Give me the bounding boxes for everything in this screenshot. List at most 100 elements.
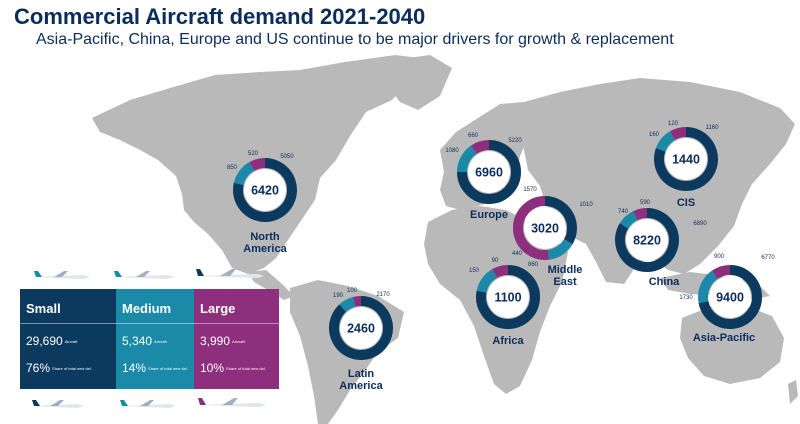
legend-small-unit: Aircraft (64, 339, 78, 345)
medium-aircraft-icon-bottom (120, 400, 176, 408)
donut-segment-large (352, 296, 362, 307)
donut-segment-small (476, 265, 540, 329)
donut-segment-small (329, 296, 393, 360)
donut-segment-small (457, 140, 521, 204)
donut-segment-small (654, 127, 718, 191)
legend-large-count: 3,990 Aircraft (200, 334, 245, 348)
region-name-label: Africa (492, 335, 524, 347)
donut-center (665, 138, 707, 180)
donut-segment-value-small: 5220 (508, 138, 522, 144)
donut-segment-value-large: 120 (668, 121, 679, 127)
donut-segment-value-medium: 1080 (445, 148, 459, 154)
donut-segment-value-medium: 190 (333, 293, 344, 299)
donut-segment-small (544, 196, 577, 245)
region-name-label: CIS (677, 197, 695, 209)
legend-small-share: 76% Share of total new del. (26, 361, 92, 375)
donut-segment-medium (476, 269, 498, 293)
donut-segment-medium (457, 145, 477, 173)
small-aircraft-icon-bottom (32, 400, 84, 408)
chart-title: Commercial Aircraft demand 2021-2040 (14, 4, 426, 29)
donut-segment-medium (339, 297, 356, 312)
donut-china: 8220 6890 740 590 China (615, 200, 707, 288)
donut-segment-medium (619, 211, 638, 229)
large-aircraft-icon (196, 269, 264, 278)
donut-segment-medium (233, 162, 255, 186)
donut-segment-large (249, 157, 266, 171)
donut-segment-medium (655, 131, 676, 152)
donut-segment-value-small: 2170 (376, 292, 390, 298)
donut-segment-value-small: 1160 (706, 125, 720, 131)
legend-large-share: 10% Share of total new del. (200, 361, 266, 375)
donut-segment-value-large: 660 (468, 133, 479, 139)
donut-segment-value-small: 6890 (693, 221, 707, 227)
donut-center (244, 169, 286, 211)
asia-landmass (524, 78, 795, 284)
donut-segment-value-large: 900 (714, 254, 725, 260)
donut-segment-value-small: 5050 (280, 154, 294, 160)
legend-divider (116, 323, 194, 324)
region-name-label: Europe (470, 209, 508, 221)
donut-total-label: 2460 (347, 322, 375, 336)
donut-segment-large (711, 265, 731, 280)
donut-cis: 1440 1160 160 120 CIS (649, 121, 719, 209)
region-name-label: East (553, 276, 577, 288)
new-zealand-landmass (788, 380, 798, 404)
legend-small-pct-note: Share of total new del. (52, 366, 92, 372)
donut-asia-pacific: 9400 6770 1730 900 Asia-Pacific (679, 254, 775, 344)
legend-medium-share: 14% Share of total new del. (122, 361, 188, 375)
donut-center (340, 307, 382, 349)
region-name-label: China (649, 276, 680, 288)
donut-center (487, 276, 529, 318)
legend-medium-pct-note: Share of total new del. (148, 366, 188, 372)
donut-segment-value-large: 1570 (523, 187, 537, 193)
australia-landmass (680, 306, 784, 384)
region-name-label: America (339, 380, 383, 392)
region-name-label: North (250, 231, 280, 243)
donut-segment-value-medium: 150 (469, 268, 480, 274)
donut-segment-value-small: 6770 (761, 255, 775, 261)
donut-total-label: 9400 (716, 291, 744, 305)
donut-segment-value-medium: 160 (649, 132, 660, 138)
greenland-landmass (380, 55, 452, 110)
legend-medium-unit: Aircraft (154, 339, 167, 345)
donut-segment-medium (547, 238, 573, 260)
legend-medium-count: 5,340 Aircraft (122, 334, 167, 348)
donut-segment-value-small: 860 (528, 262, 539, 268)
donut-segment-large (513, 196, 549, 260)
legend-medium-label: Medium (122, 301, 172, 316)
donut-segment-value-large: 520 (248, 151, 259, 157)
aircraft-category-legend: Small 29,690 Aircraft 76% Share of total n… (20, 289, 279, 389)
legend-small-count-value: 29,690 (26, 334, 63, 348)
donut-segment-small (233, 158, 297, 222)
donut-europe: 6960 5220 1080 660 Europe (445, 133, 522, 221)
legend-large-count-value: 3,990 (200, 334, 231, 348)
region-name-label: Middle (548, 264, 583, 276)
donut-center (709, 276, 751, 318)
donut-africa: 1100 860 150 90 Africa (469, 258, 540, 347)
legend-medium-pct: 14% (122, 361, 147, 375)
donut-total-label: 8220 (633, 234, 661, 248)
donut-segment-value-medium: 1730 (679, 295, 693, 301)
donut-total-label: 3020 (531, 222, 559, 236)
region-name-label: Latin (348, 368, 375, 380)
legend-large-label: Large (200, 301, 236, 316)
legend-small-count: 29,690 Aircraft (26, 334, 77, 348)
donut-segment-value-small: 1010 (579, 202, 593, 208)
legend-divider (194, 323, 279, 324)
medium-aircraft-icon (114, 271, 174, 279)
donut-segment-large (633, 208, 648, 221)
donut-segment-large (670, 127, 687, 141)
donut-total-label: 1100 (494, 291, 521, 305)
donut-center (468, 151, 510, 193)
legend-large: Large 3,990 Aircraft 10% Share of total ne… (194, 289, 279, 389)
donut-segment-value-large: 90 (492, 258, 499, 264)
legend-small-pct: 76% (26, 361, 51, 375)
donut-total-label: 1440 (672, 153, 700, 167)
small-aircraft-icon (34, 271, 90, 279)
donut-center (626, 219, 668, 261)
chart-subtitle: Asia-Pacific, China, Europe and US conti… (36, 31, 674, 48)
